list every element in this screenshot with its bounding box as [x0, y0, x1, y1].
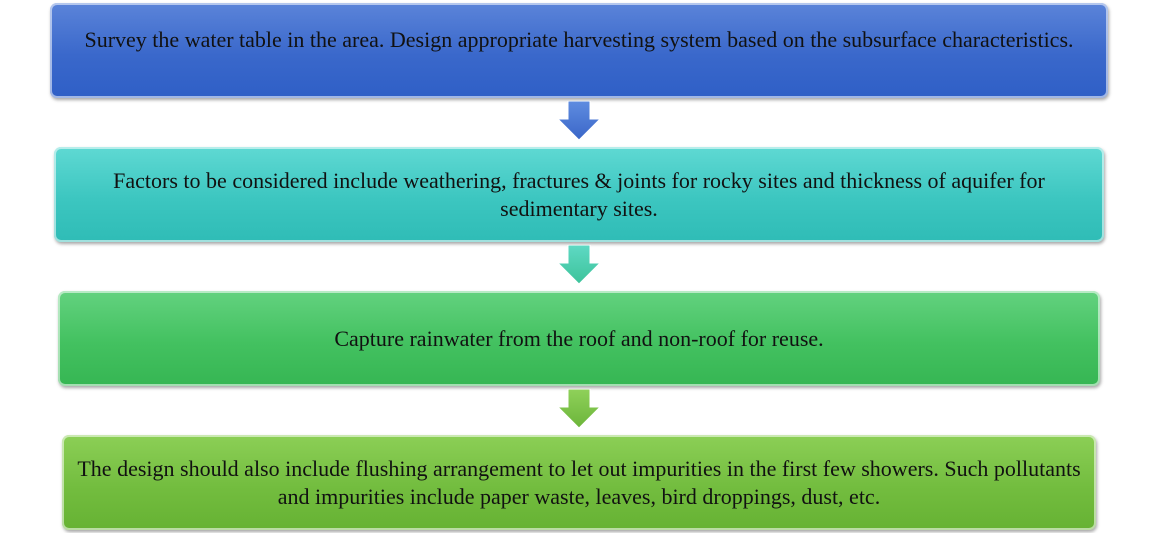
flow-step-flushing: The design should also include flushing … [62, 435, 1096, 530]
arrow-down-icon [557, 245, 601, 285]
flow-step-capture: Capture rainwater from the roof and non-… [58, 291, 1100, 386]
flow-step-text: Capture rainwater from the roof and non-… [334, 325, 824, 351]
flow-step-text: Factors to be considered include weather… [113, 167, 1045, 221]
arrow-down-icon [557, 101, 601, 141]
flow-step-survey: Survey the water table in the area. Desi… [50, 3, 1108, 98]
flow-step-text: The design should also include flushing … [77, 455, 1081, 509]
flow-step-text: Survey the water table in the area. Desi… [84, 26, 1074, 52]
flow-step-factors: Factors to be considered include weather… [54, 147, 1104, 242]
arrow-down-icon [557, 389, 601, 429]
